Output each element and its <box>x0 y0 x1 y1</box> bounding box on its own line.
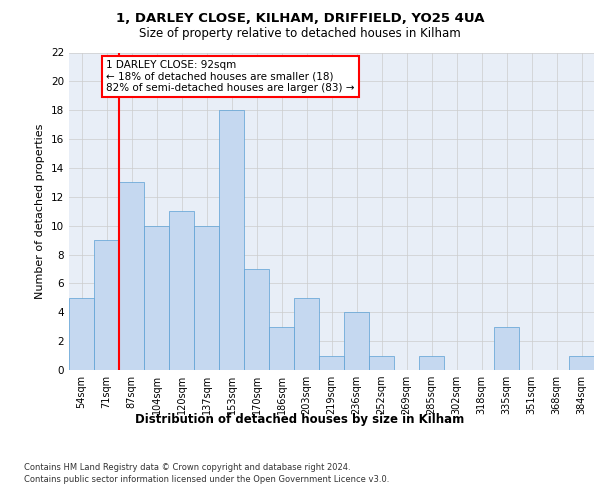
Bar <box>169 211 194 370</box>
Bar <box>569 356 594 370</box>
Bar <box>319 356 344 370</box>
Bar <box>494 326 519 370</box>
Text: Contains public sector information licensed under the Open Government Licence v3: Contains public sector information licen… <box>24 475 389 484</box>
Y-axis label: Number of detached properties: Number of detached properties <box>35 124 46 299</box>
Text: Contains HM Land Registry data © Crown copyright and database right 2024.: Contains HM Land Registry data © Crown c… <box>24 462 350 471</box>
Bar <box>194 226 219 370</box>
Bar <box>419 356 444 370</box>
Bar <box>219 110 244 370</box>
Bar <box>94 240 119 370</box>
Bar <box>369 356 394 370</box>
Bar <box>244 269 269 370</box>
Text: Distribution of detached houses by size in Kilham: Distribution of detached houses by size … <box>136 412 464 426</box>
Text: 1 DARLEY CLOSE: 92sqm
← 18% of detached houses are smaller (18)
82% of semi-deta: 1 DARLEY CLOSE: 92sqm ← 18% of detached … <box>107 60 355 93</box>
Bar <box>294 298 319 370</box>
Bar <box>69 298 94 370</box>
Text: Size of property relative to detached houses in Kilham: Size of property relative to detached ho… <box>139 28 461 40</box>
Bar <box>144 226 169 370</box>
Bar <box>269 326 294 370</box>
Bar <box>119 182 144 370</box>
Text: 1, DARLEY CLOSE, KILHAM, DRIFFIELD, YO25 4UA: 1, DARLEY CLOSE, KILHAM, DRIFFIELD, YO25… <box>116 12 484 26</box>
Bar <box>344 312 369 370</box>
